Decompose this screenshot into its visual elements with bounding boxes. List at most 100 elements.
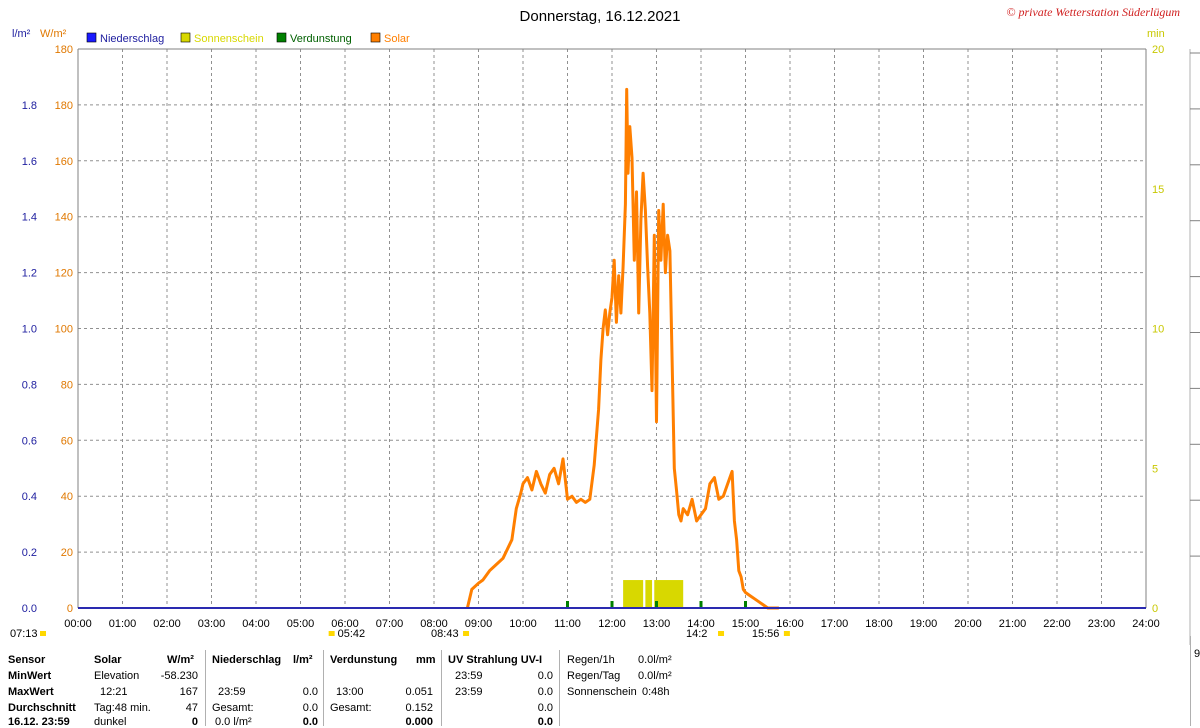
uv-max-label: 23:59 (455, 686, 483, 698)
regen-1h-value: 0.0l/m² (638, 654, 672, 666)
uv-min-label: 23:59 (455, 670, 483, 682)
evap-now-value: 0.000 (405, 716, 433, 728)
rain-tick-label: 0.8 (22, 379, 37, 391)
solar-now-label: dunkel (94, 716, 127, 728)
solar-tick-label: 80 (61, 379, 73, 391)
x-tick-label: 10:00 (509, 618, 537, 630)
solar-min-label: Elevation (94, 670, 140, 682)
legend-swatch (276, 32, 287, 43)
evaporation-mark (655, 601, 658, 608)
solar-tick-label: 40 (61, 491, 73, 503)
axes: 00:00 01:00 02:00 03:00 04:00 05:00 06:00 07:00… (10, 28, 1200, 645)
evaporation-mark (699, 601, 703, 608)
sunshine-total-label: Sonnenschein (567, 686, 637, 698)
sun-unit-label: min (1147, 28, 1165, 40)
sunshine-bar (623, 580, 644, 608)
legend-label: Solar (384, 33, 410, 45)
marker-label: 07:13 (10, 628, 38, 640)
evaporation-mark (610, 601, 614, 608)
sunshine-bars (623, 580, 684, 608)
marker-label: 15:56 (752, 628, 780, 640)
solar-header: Solar (94, 654, 122, 666)
solar-tick-label: 120 (55, 268, 73, 280)
solar-max-value: 167 (179, 686, 198, 698)
stats-row-avg: Durchschnitt (8, 702, 76, 714)
edge-label: 9 (1194, 648, 1200, 660)
rain-tick-label: 1.4 (22, 212, 37, 224)
rain-now-label: 0.0 l/m² (215, 716, 252, 728)
x-tick-label: 17:00 (821, 618, 849, 630)
rain-tick-label: 1.2 (22, 268, 37, 280)
stats-panel: Sensor MinWert MaxWert Durchschnitt 16.1… (0, 636, 1200, 728)
stats-row-max: MaxWert (8, 686, 54, 698)
chart-title: Donnerstag, 16.12.2021 (520, 8, 681, 25)
evap-max-value: 0.051 (405, 686, 433, 698)
x-tick-label: 08:00 (420, 618, 448, 630)
uv-now-value: 0.0 (537, 716, 553, 728)
solar-tick-label: 180 (55, 44, 73, 56)
solar-tick-label: 60 (61, 435, 73, 447)
solar-tick-label: 20 (61, 547, 73, 559)
legend-swatch (86, 32, 97, 43)
solar-min-value: -58.230 (160, 670, 198, 682)
x-tick-label: 03:00 (198, 618, 226, 630)
solar-series (465, 87, 779, 610)
solar-unit: W/m² (167, 654, 194, 666)
marker-label: 08:43 (431, 628, 459, 640)
solar-unit-label: W/m² (40, 28, 67, 40)
uv-avg-value: 0.0 (537, 702, 553, 714)
marker-icon (783, 631, 790, 636)
evap-total-value: 0.152 (405, 702, 433, 714)
sunshine-bar (654, 580, 684, 608)
stats-row-sensor: Sensor (8, 654, 46, 666)
uv-min-value: 0.0 (537, 670, 553, 682)
x-tick-label: 09:00 (465, 618, 493, 630)
solar-tick-label: 160 (55, 156, 73, 168)
evaporation-mark (566, 601, 569, 608)
evap-header: Verdunstung (330, 654, 398, 666)
sun-tick-label: 0 (1152, 603, 1158, 615)
solar-max-label: 12:21 (100, 686, 128, 698)
x-tick-label: 05:00 (287, 618, 315, 630)
rain-header: Niederschlag (212, 654, 282, 666)
rain-total-value: 0.0 (302, 702, 318, 714)
rain-tick-label: 1.6 (22, 156, 37, 168)
sunshine-bar (645, 580, 653, 608)
uv-header: UV Strahlung UV-I (448, 654, 543, 666)
legend: Niederschlag Sonnenschein Verdunstung Solar (86, 32, 410, 45)
stats-row-min: MinWert (8, 670, 52, 682)
sunshine-total-value: 0:48h (642, 686, 670, 698)
legend-item: Solar (370, 32, 410, 45)
solar-avg-value: 47 (185, 702, 198, 714)
x-tick-label: 20:00 (954, 618, 982, 630)
legend-label: Niederschlag (100, 33, 164, 45)
marker-label: 05:42 (338, 628, 366, 640)
legend-swatch (370, 32, 381, 43)
solar-tick-label: 180 (55, 100, 73, 112)
marker-icon (718, 631, 725, 636)
x-tick-label: 13:00 (643, 618, 671, 630)
evap-total-label: Gesamt: (330, 702, 372, 714)
rain-now-value: 0.0 (302, 716, 318, 728)
x-tick-label: 14:00 (687, 618, 715, 630)
x-tick-label: 21:00 (999, 618, 1027, 630)
rain-unit: l/m² (293, 654, 313, 666)
solar-now-value: 0 (191, 716, 198, 728)
sun-tick-label: 5 (1152, 463, 1158, 475)
uv-max-value: 0.0 (537, 686, 553, 698)
regen-day-label: Regen/Tag (567, 670, 621, 682)
x-tick-label: 07:00 (376, 618, 404, 630)
rain-max-label: 23:59 (218, 686, 246, 698)
legend-item: Verdunstung (276, 32, 352, 45)
marker-label: 14:2 (686, 628, 707, 640)
station-credit: © private Wetterstation Süderlügum (1006, 5, 1180, 19)
x-tick-label: 01:00 (109, 618, 137, 630)
legend-item: Niederschlag (86, 32, 164, 45)
rain-tick-label: 0.2 (22, 547, 37, 559)
x-tick-label: 19:00 (910, 618, 938, 630)
regen-1h-label: Regen/1h (567, 654, 615, 666)
evap-max-label: 13:00 (336, 686, 364, 698)
x-tick-label: 18:00 (865, 618, 893, 630)
weather-chart: 00:00 01:00 02:00 03:00 04:00 05:00 06:00 07:00… (10, 8, 1200, 645)
x-tick-label: 06:00 (331, 618, 359, 630)
